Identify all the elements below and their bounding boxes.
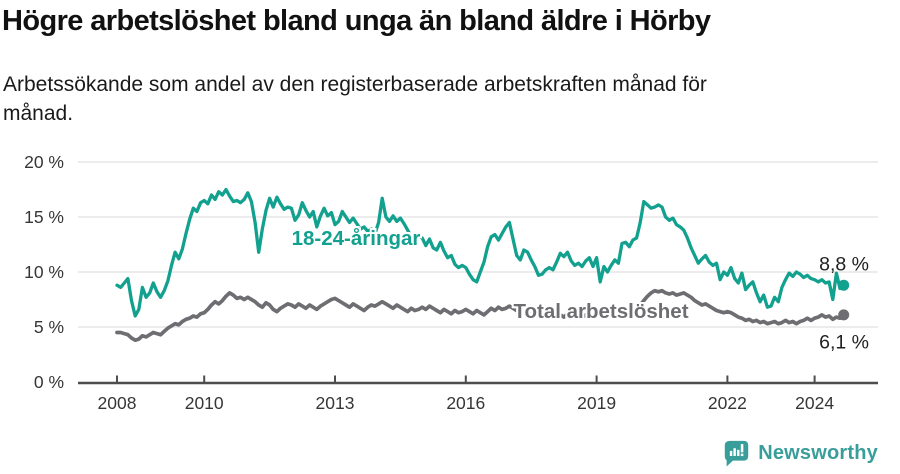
x-axis-tick-label: 2024 (795, 393, 834, 413)
brand-footer: Newsworthy (723, 438, 878, 468)
page-subtitle: Arbetssökande som andel av den registerb… (3, 73, 707, 126)
series-end-dot-young (838, 279, 850, 291)
series-end-dot-total (838, 309, 850, 321)
x-axis-tick-label: 2013 (316, 393, 355, 413)
y-axis-tick-label: 20 % (24, 152, 64, 172)
series-line-young (115, 187, 846, 318)
series-label-young: 18-24-åringar (291, 227, 421, 250)
series-label-total: Total arbetslöshet (513, 300, 689, 323)
newsworthy-logo-icon (724, 440, 749, 467)
x-axis-tick-label: 2008 (98, 393, 137, 413)
y-axis-tick-label: 15 % (24, 207, 64, 227)
x-axis-tick-label: 2022 (708, 393, 747, 413)
logo-bar-3 (737, 449, 740, 456)
end-value-young: 8,8 % (819, 253, 869, 276)
y-axis-tick-label: 5 % (34, 317, 64, 337)
logo-bar-1 (730, 450, 733, 456)
series-line-total (115, 288, 846, 343)
y-axis-tick-label: 10 % (24, 262, 64, 282)
logo-exclamation-dot (741, 453, 744, 457)
x-axis-tick-label: 2019 (577, 393, 616, 413)
page-title: Högre arbetslöshet bland unga än bland ä… (2, 5, 711, 37)
end-value-total: 6,1 % (819, 331, 869, 354)
logo-exclamation (741, 444, 744, 453)
x-axis-tick-label: 2016 (446, 393, 485, 413)
brand-wordmark: Newsworthy (758, 441, 878, 464)
y-axis-tick-label: 0 % (34, 372, 64, 392)
x-axis-tick-label: 2010 (185, 393, 224, 413)
logo-bar-2 (733, 448, 737, 456)
